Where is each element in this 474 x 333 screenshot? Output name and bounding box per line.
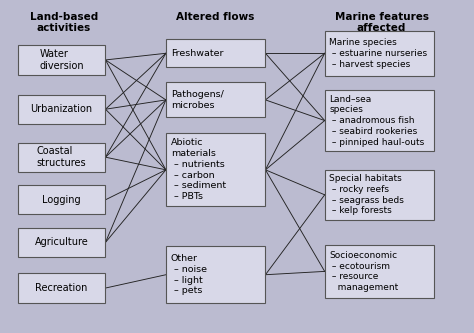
FancyBboxPatch shape xyxy=(166,246,265,303)
Text: Logging: Logging xyxy=(42,195,81,205)
Text: Water
diversion: Water diversion xyxy=(39,49,84,71)
FancyBboxPatch shape xyxy=(18,45,105,75)
FancyBboxPatch shape xyxy=(166,39,265,67)
FancyBboxPatch shape xyxy=(166,83,265,118)
FancyBboxPatch shape xyxy=(18,185,105,214)
FancyBboxPatch shape xyxy=(325,90,434,151)
FancyBboxPatch shape xyxy=(325,31,434,76)
FancyBboxPatch shape xyxy=(325,170,434,220)
Text: Altered flows: Altered flows xyxy=(176,12,255,22)
Text: Special habitats
 – rocky reefs
 – seagrass beds
 – kelp forests: Special habitats – rocky reefs – seagras… xyxy=(329,174,404,215)
Text: Recreation: Recreation xyxy=(36,283,88,293)
Text: Land-based
activities: Land-based activities xyxy=(30,12,98,33)
FancyBboxPatch shape xyxy=(18,95,105,124)
Text: Abiotic
materials
 – nutrients
 – carbon
 – sediment
 – PBTs: Abiotic materials – nutrients – carbon –… xyxy=(171,139,226,201)
Text: Socioeconomic
 – ecotourism
 – resource
   management: Socioeconomic – ecotourism – resource ma… xyxy=(329,251,399,292)
FancyBboxPatch shape xyxy=(18,143,105,172)
FancyBboxPatch shape xyxy=(18,273,105,303)
Text: Freshwater: Freshwater xyxy=(171,49,223,58)
Text: Urbanization: Urbanization xyxy=(30,104,93,114)
Text: Land–sea
species
 – anadromous fish
 – seabird rookeries
 – pinniped haul-outs: Land–sea species – anadromous fish – sea… xyxy=(329,95,425,147)
Text: Agriculture: Agriculture xyxy=(35,237,89,247)
FancyBboxPatch shape xyxy=(325,245,434,298)
Text: Marine species
 – estuarine nurseries
 – harvest species: Marine species – estuarine nurseries – h… xyxy=(329,38,428,69)
Text: Other
 – noise
 – light
 – pets: Other – noise – light – pets xyxy=(171,254,207,295)
Text: Coastal
structures: Coastal structures xyxy=(37,146,86,168)
Text: Marine features
affected: Marine features affected xyxy=(335,12,428,33)
Text: Pathogens/
microbes: Pathogens/ microbes xyxy=(171,90,224,110)
FancyBboxPatch shape xyxy=(166,133,265,206)
FancyBboxPatch shape xyxy=(18,228,105,257)
